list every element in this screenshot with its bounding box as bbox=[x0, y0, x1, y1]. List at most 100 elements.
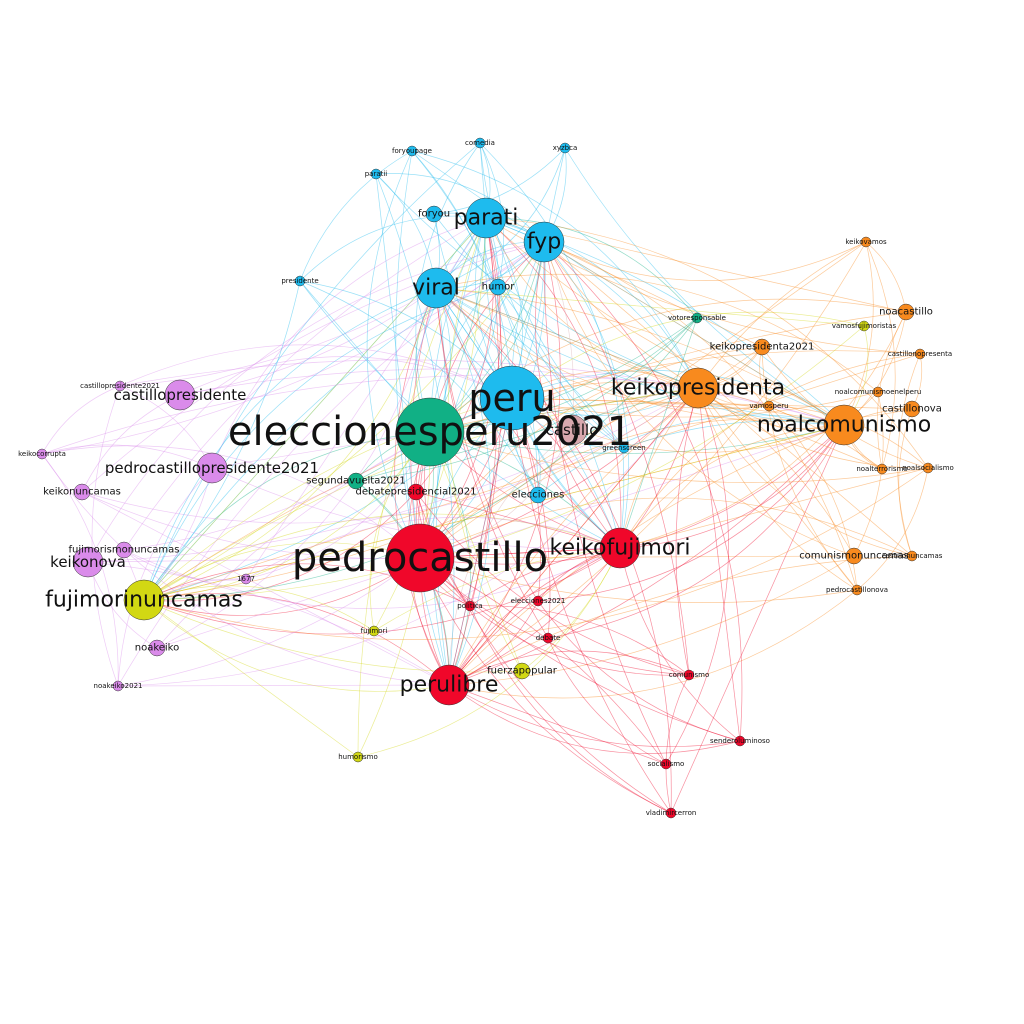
label-elecciones2021: elecciones2021 bbox=[511, 597, 566, 605]
graph-edge bbox=[543, 241, 699, 389]
graph-edge bbox=[419, 557, 858, 603]
label-noacastillo: noacastillo bbox=[879, 307, 933, 318]
graph-edge bbox=[123, 431, 431, 551]
node-elecciones bbox=[529, 486, 547, 504]
graph-edge bbox=[81, 491, 450, 686]
label-noalcomunismo: noalcomunismo bbox=[757, 413, 931, 438]
graph-edge bbox=[123, 549, 247, 581]
graph-edge bbox=[543, 241, 667, 765]
graph-edge bbox=[547, 637, 667, 765]
graph-edge bbox=[429, 431, 929, 483]
graph-edge bbox=[394, 287, 450, 686]
graph-edge bbox=[143, 585, 375, 632]
node-fyp bbox=[523, 221, 565, 263]
graph-edge bbox=[448, 684, 667, 765]
graph-edge bbox=[419, 557, 672, 814]
node-noalcomunismoenelperu bbox=[872, 386, 884, 398]
graph-edge bbox=[619, 387, 699, 549]
graph-edge bbox=[485, 217, 698, 319]
graph-edge bbox=[535, 241, 621, 549]
graph-edge bbox=[429, 387, 699, 433]
node-parati2 bbox=[370, 168, 382, 180]
graph-edge bbox=[619, 424, 845, 549]
graph-edge bbox=[448, 684, 741, 754]
graph-edge bbox=[143, 593, 450, 686]
graph-edge bbox=[435, 273, 879, 393]
label-fujimori: fujimori bbox=[361, 627, 388, 635]
graph-edge bbox=[117, 557, 421, 687]
node-keikocorrupta bbox=[36, 448, 48, 460]
label-peru: peru bbox=[468, 376, 555, 420]
label-parati: parati bbox=[454, 206, 519, 231]
node-castillopresidente bbox=[164, 379, 196, 411]
graph-edge bbox=[448, 241, 867, 686]
label-votoresponsable: votoresponsable bbox=[668, 314, 726, 322]
graph-edge bbox=[843, 241, 874, 426]
graph-edge bbox=[143, 599, 359, 758]
node-eleccionesperu2021 bbox=[395, 397, 465, 467]
graph-edge bbox=[143, 241, 545, 601]
node-vladimircerron bbox=[665, 807, 677, 819]
graph-edge bbox=[429, 431, 471, 686]
graph-edge bbox=[117, 241, 545, 687]
graph-edge bbox=[448, 547, 621, 686]
node-fujimorinuncamas bbox=[123, 579, 165, 621]
graph-edge bbox=[897, 353, 921, 557]
label-debate: debate bbox=[536, 634, 561, 642]
graph-edge bbox=[469, 605, 690, 676]
graph-edge bbox=[143, 353, 921, 601]
graph-edge bbox=[405, 217, 487, 559]
label-1677: 1677 bbox=[237, 575, 255, 583]
label-castillonova: castillonova bbox=[882, 404, 942, 415]
node-keikovamos bbox=[860, 236, 872, 248]
label-comunismo: comunismo bbox=[669, 671, 710, 679]
label-fyp: fyp bbox=[527, 230, 561, 255]
node-presidente bbox=[294, 275, 306, 287]
graph-edge bbox=[435, 287, 672, 814]
label-xyzbca: xyzbca bbox=[553, 144, 578, 152]
label-greenscreen: greenscreen bbox=[602, 444, 646, 452]
node-castillo bbox=[556, 414, 588, 446]
graph-edge bbox=[665, 387, 729, 765]
node-vamosperu bbox=[763, 400, 775, 412]
graph-edge bbox=[697, 387, 913, 557]
graph-edge bbox=[670, 424, 845, 814]
graph-edge bbox=[435, 287, 845, 426]
graph-edge bbox=[143, 317, 698, 601]
graph-edge bbox=[448, 387, 699, 686]
graph-edge bbox=[433, 147, 566, 215]
label-parati2: paratii bbox=[365, 170, 388, 178]
node-keikopresidenta bbox=[677, 367, 719, 409]
graph-edge bbox=[419, 387, 699, 559]
graph-edge bbox=[355, 317, 698, 482]
node-noalcomunismo bbox=[823, 404, 865, 446]
graph-edge bbox=[448, 684, 741, 748]
node-segundavuelta2021 bbox=[347, 472, 365, 490]
label-keikovamos: keikovamos bbox=[845, 238, 887, 246]
graph-edge bbox=[435, 287, 621, 549]
graph-edge bbox=[119, 359, 845, 426]
graph-edge bbox=[543, 241, 629, 549]
graph-edge bbox=[619, 467, 929, 549]
graph-edge bbox=[117, 467, 213, 687]
node-noakeiko bbox=[148, 639, 166, 657]
graph-edge bbox=[41, 445, 421, 559]
graph-edge bbox=[123, 217, 487, 551]
graph-edge bbox=[419, 557, 690, 676]
graph-edge bbox=[179, 287, 437, 396]
label-castillopresidente: castillopresidente bbox=[114, 386, 247, 404]
node-castillonopresenta bbox=[914, 348, 926, 360]
graph-edge bbox=[537, 424, 845, 602]
node-1677 bbox=[240, 573, 252, 585]
graph-edge bbox=[117, 387, 699, 687]
graph-edge bbox=[619, 424, 845, 549]
node-elecciones2021 bbox=[532, 595, 544, 607]
node-noalsocialismo bbox=[922, 462, 934, 474]
label-noalsocialismo: noalsocialismo bbox=[902, 464, 954, 472]
graph-edge bbox=[697, 241, 867, 389]
label-foryou: foryou bbox=[418, 209, 450, 220]
graph-edge bbox=[41, 374, 699, 455]
graph-edge bbox=[87, 557, 421, 563]
graph-edge bbox=[623, 420, 845, 449]
graph-edge bbox=[81, 394, 181, 493]
